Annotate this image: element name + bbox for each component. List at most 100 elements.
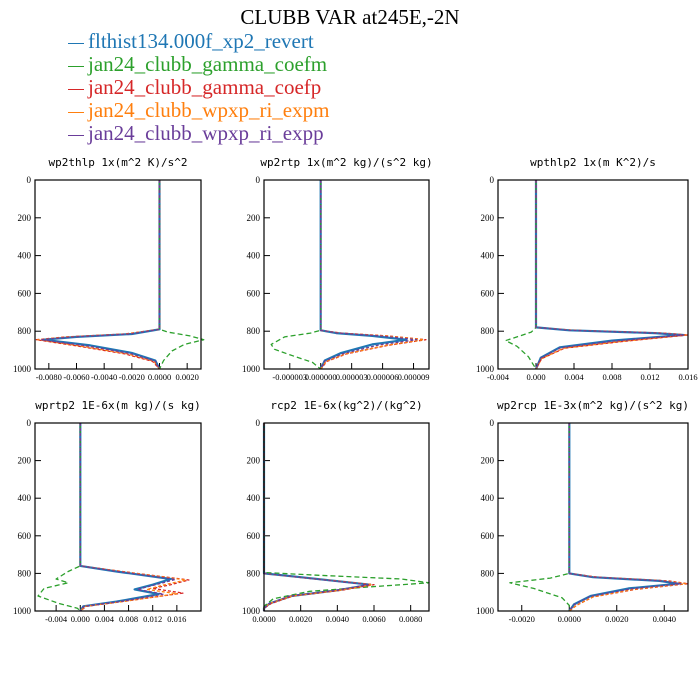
x-tick-label: -0.000003 xyxy=(272,372,307,382)
x-tick-label: 0.0040 xyxy=(653,614,676,624)
series-line xyxy=(270,180,322,370)
y-tick-label: 1000 xyxy=(13,606,32,616)
y-tick-label: 600 xyxy=(247,531,261,541)
panel-title: wpthlp2 1x(m K^2)/s xyxy=(530,156,656,169)
y-tick-label: 400 xyxy=(18,251,32,261)
panel-title: rcp2 1E-6x(kg^2)/(kg^2) xyxy=(270,399,422,412)
x-tick-label: 0.008 xyxy=(602,372,621,382)
x-tick-label: 0.0000 xyxy=(252,614,275,624)
y-tick-label: 200 xyxy=(481,456,495,466)
y-tick-label: 800 xyxy=(481,326,495,336)
legend-label: jan24_clubb_gamma_coefm xyxy=(88,52,328,76)
series-line xyxy=(79,423,172,612)
series-line xyxy=(263,423,370,611)
x-tick-label: 0.004 xyxy=(564,372,584,382)
x-tick-label: -0.0060 xyxy=(63,372,89,382)
y-tick-label: 200 xyxy=(247,456,261,466)
plot-frame xyxy=(263,179,430,370)
x-tick-label: -0.004 xyxy=(45,614,68,624)
legend-item: jan24_clubb_gamma_coefm xyxy=(68,53,329,76)
series-line xyxy=(79,423,177,612)
series-line xyxy=(320,180,427,370)
y-tick-label: 600 xyxy=(18,288,32,298)
x-tick-label: 0.000 xyxy=(71,614,90,624)
y-tick-label: 600 xyxy=(481,531,495,541)
y-tick-label: 1000 xyxy=(13,364,32,374)
series-line xyxy=(568,423,687,612)
x-tick-label: 0.004 xyxy=(95,614,115,624)
x-tick-label: -0.004 xyxy=(487,372,510,382)
legend-item: jan24_clubb_gamma_coefp xyxy=(68,76,329,99)
y-tick-label: 1000 xyxy=(476,364,495,374)
series-line xyxy=(42,180,161,370)
x-tick-label: 0.000009 xyxy=(398,372,430,382)
x-tick-label: 0.0020 xyxy=(175,372,198,382)
x-tick-label: 0.000000 xyxy=(305,372,337,382)
legend-label: jan24_clubb_wpxp_ri_expm xyxy=(88,98,330,122)
y-tick-label: 400 xyxy=(18,493,32,503)
series-line xyxy=(37,423,81,612)
y-tick-label: 600 xyxy=(18,531,32,541)
y-tick-label: 0 xyxy=(27,175,32,185)
y-tick-label: 200 xyxy=(481,213,495,223)
x-tick-label: 0.0060 xyxy=(362,614,385,624)
series-line xyxy=(568,423,682,612)
x-tick-label: 0.0000 xyxy=(148,372,171,382)
legend-swatch xyxy=(68,111,84,113)
series-line xyxy=(39,180,161,370)
legend: flthist134.000f_xp2_revert jan24_clubb_g… xyxy=(68,30,329,145)
legend-item: jan24_clubb_wpxp_ri_expm xyxy=(68,99,329,122)
x-tick-label: 0.0000 xyxy=(558,614,581,624)
x-tick-label: -0.0080 xyxy=(36,372,62,382)
panel-title: wp2thlp 1x(m^2 K)/s^2 xyxy=(48,156,187,169)
legend-label: flthist134.000f_xp2_revert xyxy=(88,29,314,53)
y-tick-label: 600 xyxy=(481,288,495,298)
y-tick-label: 600 xyxy=(247,288,261,298)
legend-item: flthist134.000f_xp2_revert xyxy=(68,30,329,53)
y-tick-label: 200 xyxy=(18,213,32,223)
legend-label: jan24_clubb_wpxp_ri_expp xyxy=(88,121,324,145)
series-line xyxy=(509,423,570,611)
x-tick-label: 0.016 xyxy=(678,372,697,382)
series-line xyxy=(568,423,680,612)
y-tick-label: 200 xyxy=(247,213,261,223)
x-tick-label: 0.008 xyxy=(119,614,138,624)
x-tick-label: 0.000006 xyxy=(367,372,399,382)
figure-title: CLUBB VAR at245E,-2N xyxy=(240,5,460,29)
plot-frame xyxy=(263,422,430,612)
x-tick-label: -0.0020 xyxy=(119,372,145,382)
y-tick-label: 800 xyxy=(247,568,261,578)
plot-frame xyxy=(34,179,202,370)
series-line xyxy=(79,423,187,612)
x-tick-label: 0.0040 xyxy=(326,614,349,624)
x-tick-label: 0.016 xyxy=(167,614,186,624)
legend-swatch xyxy=(68,42,84,44)
x-tick-label: -0.0040 xyxy=(91,372,117,382)
y-tick-label: 400 xyxy=(247,251,261,261)
y-tick-label: 800 xyxy=(481,568,495,578)
series-line xyxy=(535,180,685,370)
series-line xyxy=(319,180,408,370)
legend-item: jan24_clubb_wpxp_ri_expp xyxy=(68,122,329,145)
x-tick-label: 0.012 xyxy=(640,372,659,382)
plot-frame xyxy=(34,422,202,612)
y-tick-label: 0 xyxy=(27,418,32,428)
panel-title: wprtp2 1E-6x(m kg)/(s kg) xyxy=(35,399,201,412)
series-line xyxy=(320,180,418,370)
y-tick-label: 0 xyxy=(490,175,495,185)
y-tick-label: 400 xyxy=(481,251,495,261)
plot-frame xyxy=(497,422,689,612)
y-tick-label: 0 xyxy=(490,418,495,428)
series-line xyxy=(534,180,685,370)
y-tick-label: 1000 xyxy=(242,606,261,616)
y-tick-label: 800 xyxy=(247,326,261,336)
y-tick-label: 400 xyxy=(247,493,261,503)
y-tick-label: 200 xyxy=(18,456,32,466)
panel-title: wp2rtp 1x(m^2 kg)/(s^2 kg) xyxy=(260,156,432,169)
y-tick-label: 0 xyxy=(256,175,261,185)
y-tick-label: 0 xyxy=(256,418,261,428)
y-tick-label: 800 xyxy=(18,568,32,578)
legend-swatch xyxy=(68,65,84,67)
